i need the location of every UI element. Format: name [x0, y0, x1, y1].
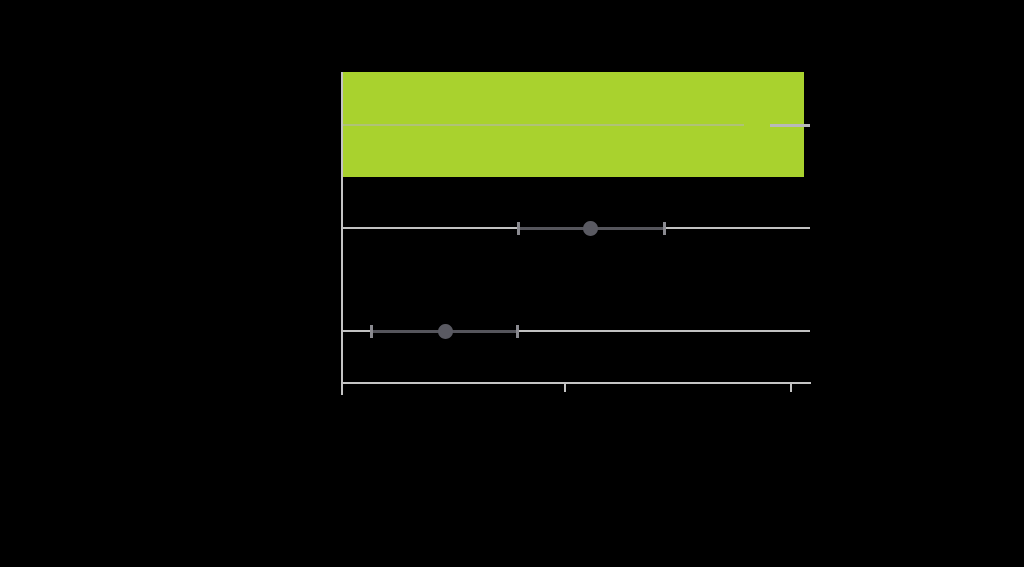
plot-area: [341, 60, 811, 395]
summary-band-inner-line: [342, 124, 744, 126]
x-axis-spine: [341, 382, 811, 384]
x-axis-tick: [341, 382, 343, 392]
y-axis-spine: [341, 72, 343, 395]
ci-cap-upper: [516, 325, 519, 338]
x-axis-tick: [564, 382, 566, 392]
ci-cap-lower: [517, 222, 520, 235]
ci-cap-lower: [370, 325, 373, 338]
ci-cap-upper: [663, 222, 666, 235]
x-axis-tick: [790, 382, 792, 392]
row-reference-line: [341, 330, 810, 332]
point-estimate-marker: [583, 221, 598, 236]
summary-band-overhang-line: [770, 124, 810, 127]
point-estimate-marker: [438, 324, 453, 339]
